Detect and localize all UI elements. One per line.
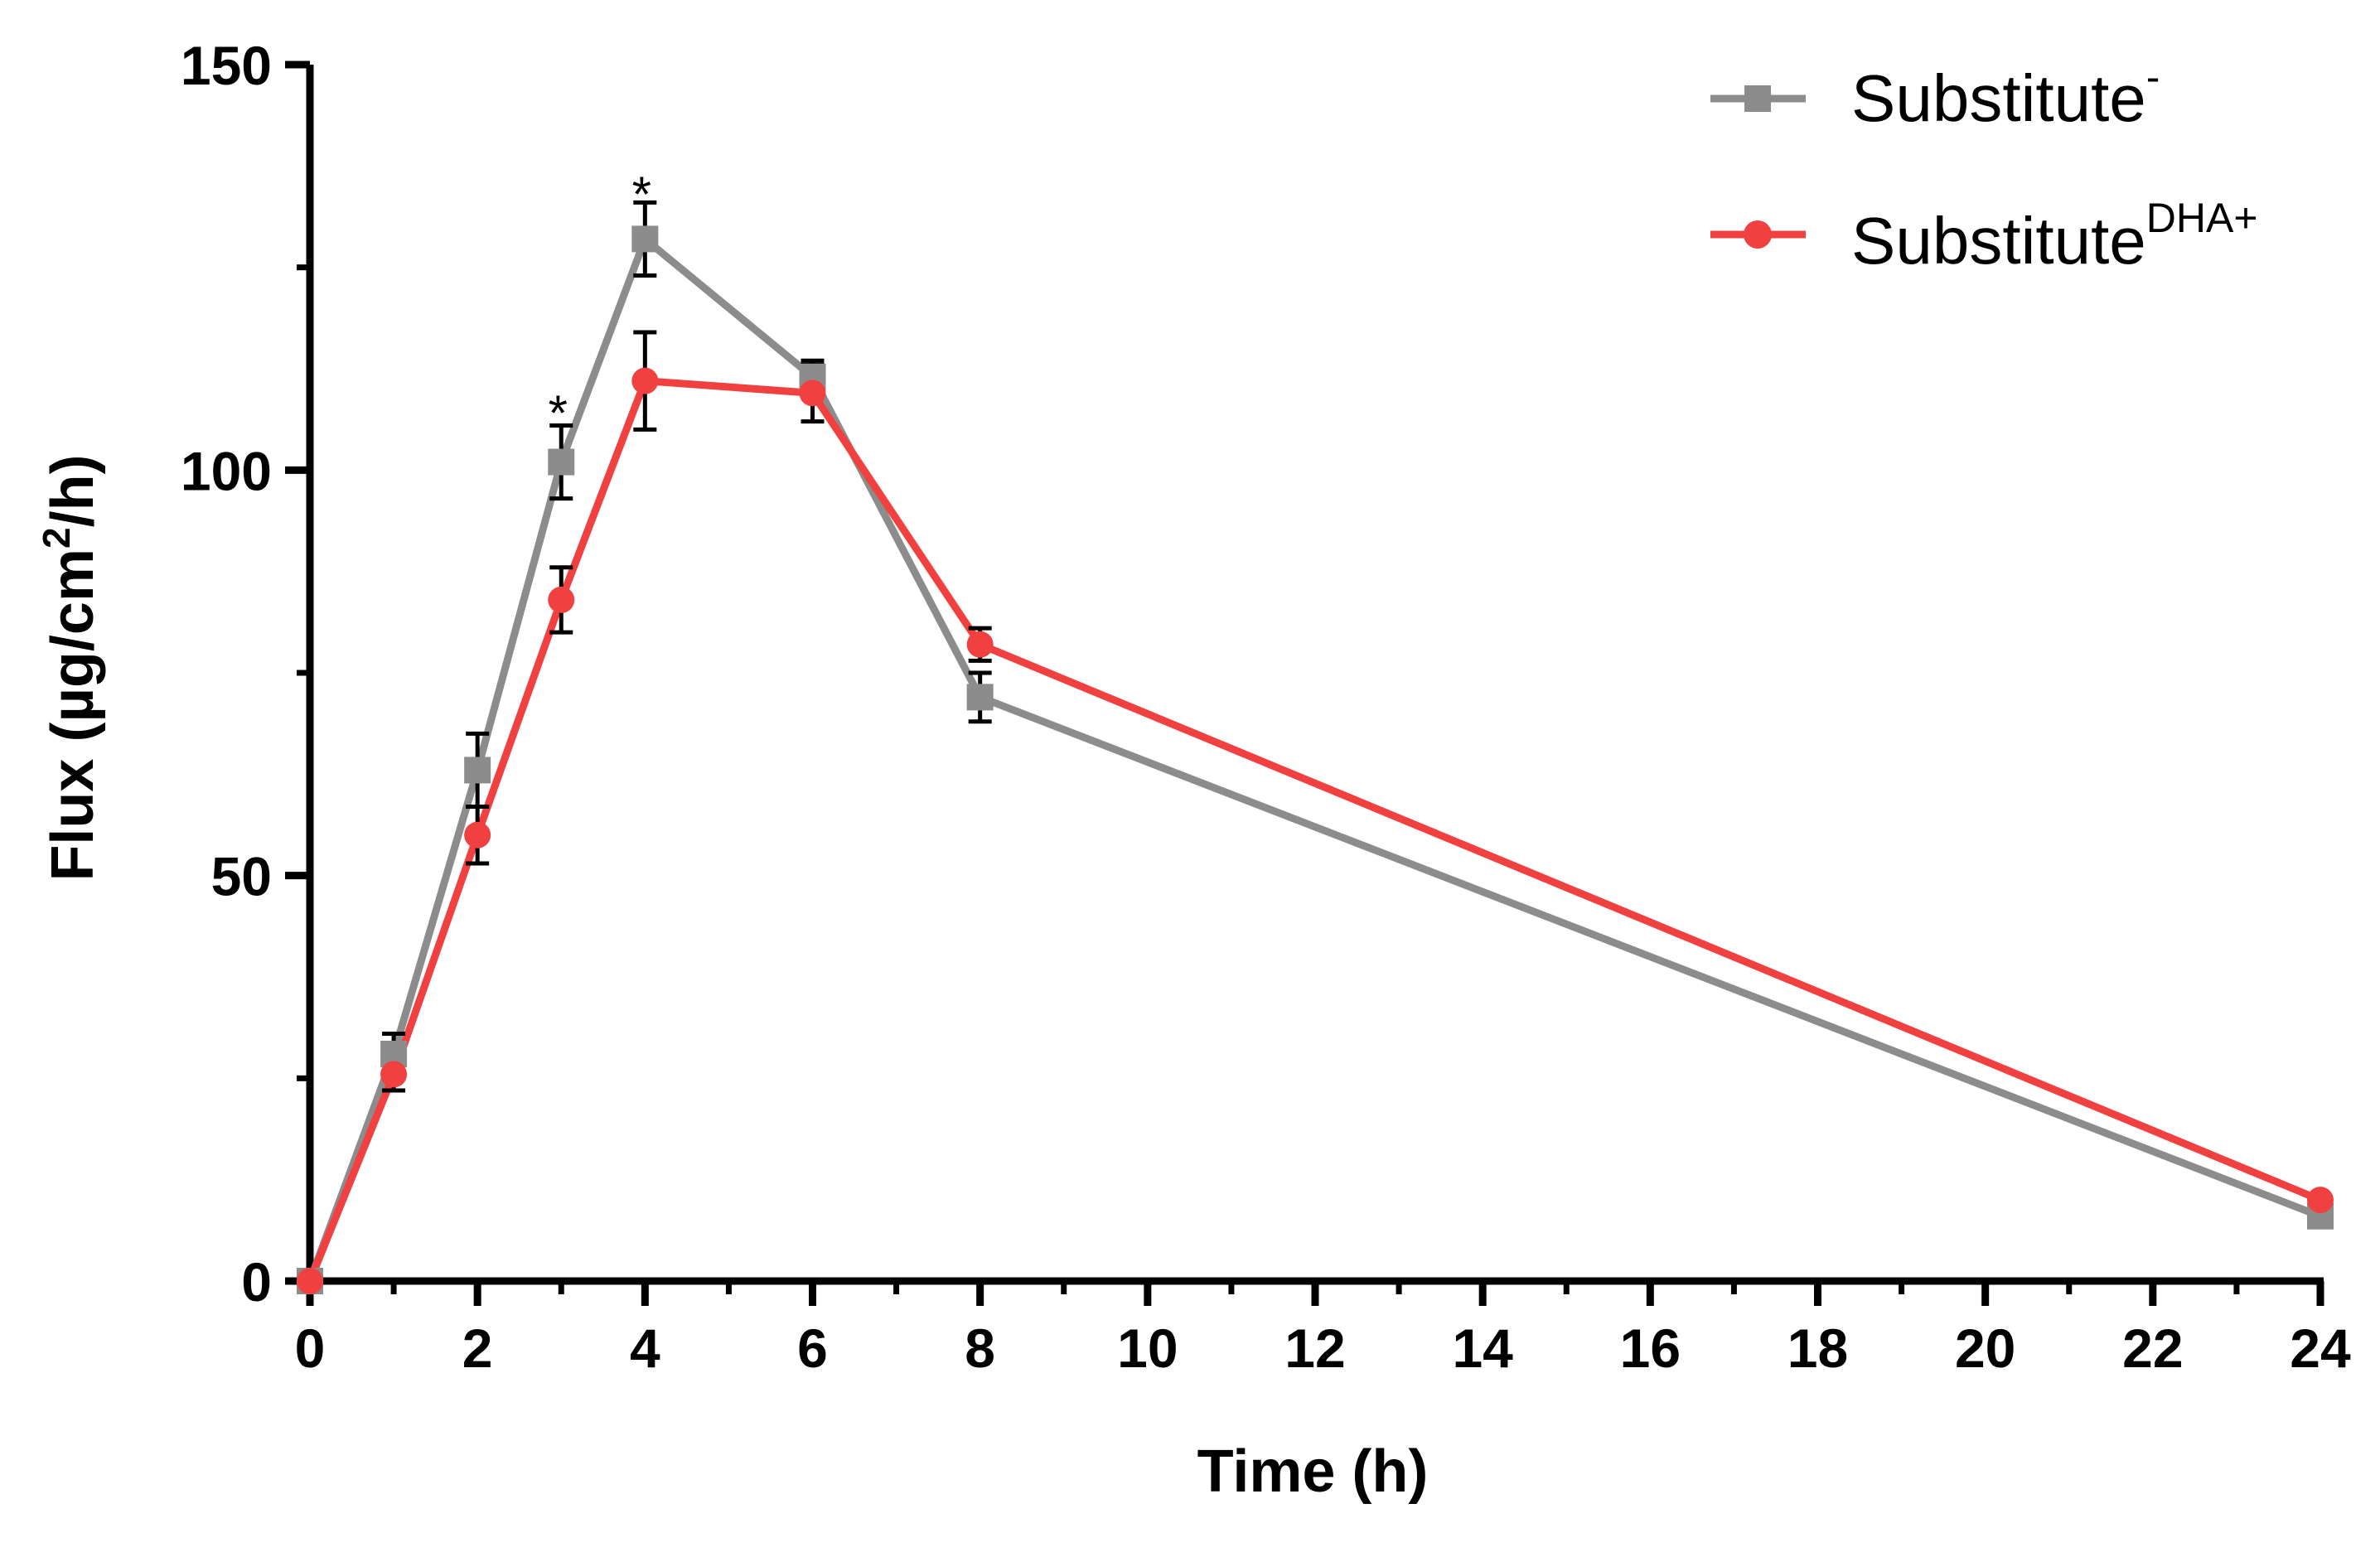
x-tick-label: 12 xyxy=(1284,1318,1345,1379)
data-point-square xyxy=(966,684,994,711)
data-point-square xyxy=(548,448,575,476)
series-group xyxy=(297,200,2334,1294)
data-point-circle xyxy=(966,631,994,658)
legend-label-substitute-dha: SubstituteDHA+ xyxy=(1851,195,2258,278)
x-tick-label: 18 xyxy=(1787,1318,1848,1379)
y-axis-title: Flux (µg/cm2/h) xyxy=(35,454,106,881)
annotations-group: ** xyxy=(549,167,651,441)
x-tick-label: 2 xyxy=(462,1318,493,1379)
x-tick-label: 6 xyxy=(797,1318,828,1379)
legend-label-sup: DHA+ xyxy=(2146,195,2258,241)
legend-label-sup: - xyxy=(2146,54,2160,100)
data-point-square xyxy=(464,757,491,784)
y-tick-label: 150 xyxy=(181,35,272,96)
y-axis-title-superscript: 2 xyxy=(35,527,78,549)
legend-entry-substitute-dha: SubstituteDHA+ xyxy=(1710,195,2258,278)
x-tick-label: 10 xyxy=(1117,1318,1178,1379)
legend-entry-substitute-minus: Substitute- xyxy=(1710,54,2160,135)
x-tick-label: 16 xyxy=(1620,1318,1681,1379)
legend-label-substitute-minus: Substitute- xyxy=(1851,54,2160,135)
y-tick-label: 0 xyxy=(241,1251,272,1313)
data-point-circle xyxy=(464,821,491,849)
x-tick-label: 14 xyxy=(1452,1318,1513,1379)
significance-star: * xyxy=(632,167,651,222)
legend: Substitute- SubstituteDHA+ xyxy=(1710,54,2258,278)
y-axis-title-end: /h) xyxy=(40,454,106,527)
series-line-2 xyxy=(306,377,2322,1283)
data-point-square xyxy=(631,225,659,253)
data-point-circle xyxy=(631,367,659,394)
x-axis-title: Time (h) xyxy=(1197,1438,1429,1505)
x-tick-label: 8 xyxy=(965,1318,995,1379)
legend-label-base: Substitute xyxy=(1851,204,2146,278)
x-tick-label: 22 xyxy=(2122,1318,2183,1379)
x-tick-label: 0 xyxy=(295,1318,326,1379)
data-point-circle xyxy=(2307,1187,2334,1214)
significance-star: * xyxy=(549,385,568,441)
data-point-circle xyxy=(297,1268,323,1294)
y-axis-title-main: Flux (µg/cm xyxy=(40,549,106,882)
data-point-circle xyxy=(799,380,826,407)
legend-label-base: Substitute xyxy=(1851,61,2146,135)
x-tick-label: 20 xyxy=(1955,1318,2015,1379)
x-tick-label: 24 xyxy=(2290,1318,2351,1379)
data-point-circle xyxy=(548,586,575,613)
legend-circle-marker xyxy=(1744,220,1772,249)
y-tick-label: 50 xyxy=(211,846,272,907)
x-tick-label: 4 xyxy=(630,1318,660,1379)
series-line-1 xyxy=(306,234,2322,1283)
y-tick-label: 100 xyxy=(181,440,272,501)
legend-square-marker xyxy=(1744,85,1771,112)
data-point-circle xyxy=(380,1061,408,1088)
